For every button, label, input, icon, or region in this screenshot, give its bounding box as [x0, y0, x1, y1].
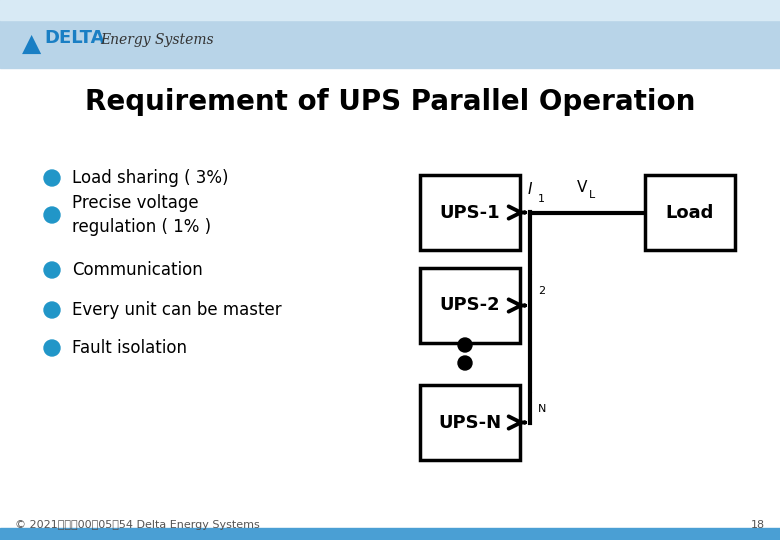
Text: 2: 2: [538, 287, 545, 296]
Bar: [645, 175, 735, 250]
Text: I: I: [527, 392, 532, 407]
Text: I: I: [527, 274, 532, 289]
Circle shape: [44, 302, 60, 318]
Circle shape: [44, 262, 60, 278]
Text: UPS-2: UPS-2: [440, 296, 500, 314]
Text: UPS-N: UPS-N: [438, 414, 502, 431]
Text: ▲: ▲: [22, 32, 41, 56]
Text: Requirement of UPS Parallel Operation: Requirement of UPS Parallel Operation: [85, 88, 695, 116]
Bar: [0, 528, 780, 540]
Text: Energy Systems: Energy Systems: [100, 33, 214, 47]
Circle shape: [44, 170, 60, 186]
Text: DELTA: DELTA: [44, 29, 105, 47]
Text: I: I: [527, 181, 532, 197]
Text: N: N: [538, 403, 547, 414]
Text: Load sharing ( 3%): Load sharing ( 3%): [72, 169, 229, 187]
Text: Load: Load: [666, 204, 714, 221]
Bar: [420, 175, 520, 250]
Circle shape: [458, 338, 472, 352]
Circle shape: [44, 207, 60, 223]
Text: 1: 1: [538, 193, 545, 204]
Text: Fault isolation: Fault isolation: [72, 339, 187, 357]
Text: Precise voltage
regulation ( 1% ): Precise voltage regulation ( 1% ): [72, 193, 211, 237]
Circle shape: [44, 340, 60, 356]
Bar: [420, 385, 520, 460]
Text: UPS-1: UPS-1: [440, 204, 500, 221]
Text: 18: 18: [751, 520, 765, 530]
Text: © 2021年上卆00时05晆54 Delta Energy Systems: © 2021年上卆00时05晆54 Delta Energy Systems: [15, 520, 260, 530]
Circle shape: [458, 356, 472, 370]
Text: L: L: [589, 191, 595, 200]
Text: Communication: Communication: [72, 261, 203, 279]
Bar: [420, 268, 520, 343]
Text: V: V: [576, 179, 587, 194]
Bar: [0, 0, 780, 68]
Text: Every unit can be master: Every unit can be master: [72, 301, 282, 319]
Bar: [0, 0, 780, 20]
